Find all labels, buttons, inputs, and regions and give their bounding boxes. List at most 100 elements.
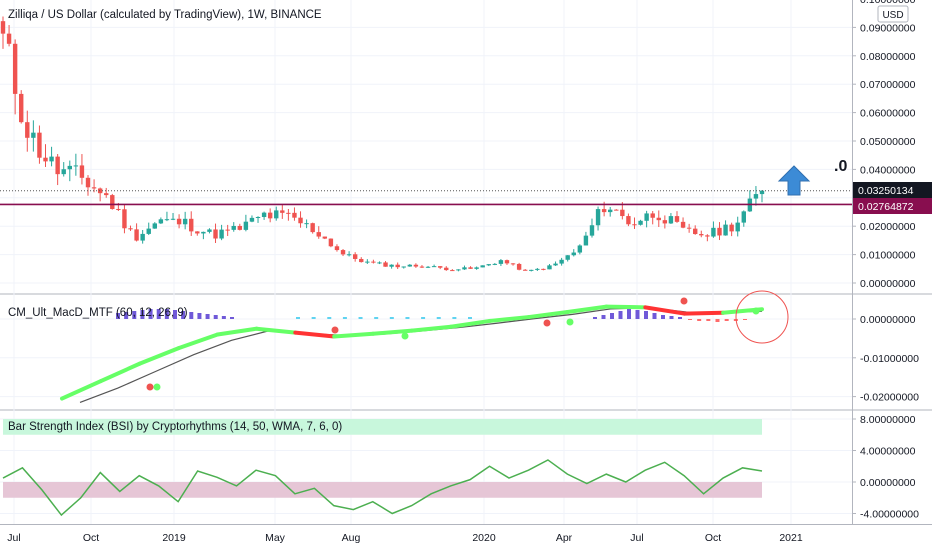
candle-body <box>498 260 504 264</box>
candle-body <box>365 261 370 263</box>
support-price-tag-label: 0.02764872 <box>858 201 914 213</box>
candle-body <box>729 224 734 232</box>
candle-body <box>322 236 328 239</box>
candle-body <box>122 209 127 229</box>
candle-body <box>267 212 273 219</box>
histogram-bar <box>358 317 363 319</box>
currency-button[interactable] <box>877 5 909 23</box>
cross-marker <box>153 383 161 391</box>
bsi-bands <box>3 419 762 498</box>
candle-body <box>219 229 224 239</box>
candle-body <box>207 229 212 232</box>
candle-body <box>176 218 182 225</box>
candle-body <box>31 132 36 138</box>
candle-body <box>711 227 716 237</box>
histogram-bar <box>618 311 623 319</box>
histogram-bar <box>389 317 394 319</box>
candle-body <box>231 225 236 230</box>
candle-body <box>128 228 133 230</box>
candle-body <box>699 234 704 236</box>
candle-body <box>225 229 230 231</box>
macd-line-segment <box>98 361 142 384</box>
bsi-price-axis[interactable]: 8.00000000 4.00000000 0.00000000 -4.0000000… <box>852 414 919 521</box>
time-tick-label: 2021 <box>779 532 803 544</box>
candle-body <box>91 187 97 189</box>
candle-body <box>492 263 498 265</box>
candle-body <box>249 217 255 222</box>
bsi-line <box>2 459 763 517</box>
candle-body <box>383 262 388 267</box>
histogram-bar <box>669 316 674 319</box>
candle-body <box>237 225 243 230</box>
candle-body <box>310 223 315 233</box>
candle-body <box>170 218 176 220</box>
candle-body <box>67 165 72 170</box>
candle-body <box>741 211 746 223</box>
macd-tick-label: -0.01000000 <box>860 353 919 365</box>
histogram-bar <box>374 317 379 319</box>
candle-body <box>541 268 546 270</box>
bsi-tick-label: 8.00000000 <box>860 414 916 426</box>
candle-body <box>686 227 692 229</box>
price-tick-label: 0.07000000 <box>860 79 916 91</box>
candle-body <box>19 93 24 123</box>
histogram-bar <box>644 311 648 319</box>
histogram-bar <box>230 317 234 319</box>
support-price-tag <box>853 198 932 214</box>
candle-body <box>705 235 710 237</box>
histogram-bar <box>405 317 410 319</box>
floating-text: .0 <box>834 158 847 175</box>
candle-body <box>407 264 413 267</box>
candle-body <box>529 269 534 271</box>
candle-body <box>456 269 461 271</box>
candle-body <box>110 195 115 209</box>
histogram-bar <box>327 317 332 319</box>
candle-body <box>723 224 728 236</box>
histogram-bar <box>116 313 120 319</box>
candle-body <box>553 263 558 266</box>
histogram-bar <box>688 319 692 320</box>
macd-line-segment <box>487 315 531 323</box>
candle-body <box>668 216 674 224</box>
candle-body <box>583 235 589 246</box>
bsi-band <box>3 419 762 435</box>
histogram-bar <box>652 313 657 319</box>
macd-price-axis[interactable]: 0.00000000 -0.01000000 -0.02000000 <box>852 314 919 404</box>
candle-body <box>146 228 151 234</box>
histogram-bar <box>468 317 472 319</box>
histogram-bar <box>311 317 316 319</box>
candle-body <box>182 218 188 225</box>
macd-line-segment <box>526 310 570 320</box>
histogram-bar <box>342 317 347 319</box>
macd-line-segment <box>410 324 453 333</box>
macd-line-segment <box>332 331 376 339</box>
time-axis[interactable]: Jul Oct 2019 May Aug 2020 Apr Jul Oct 2021 <box>7 532 803 544</box>
cross-marker <box>680 297 688 305</box>
histogram-bar <box>205 314 210 319</box>
candle-body <box>662 220 668 224</box>
candle-body <box>37 132 42 158</box>
main-pane[interactable] <box>0 0 852 293</box>
indicator-lines <box>2 297 764 517</box>
histogram-bar <box>601 315 606 319</box>
up-arrow-icon <box>777 165 811 196</box>
candle-body <box>425 266 431 268</box>
candle-body <box>614 209 619 211</box>
histogram-bar <box>706 319 711 321</box>
currency-button-label: USD <box>882 10 903 21</box>
histogram-bar <box>593 317 597 319</box>
candle-body <box>261 212 267 218</box>
cross-marker <box>401 332 409 340</box>
histogram-bar <box>296 317 300 319</box>
main-price-axis[interactable]: 0.10000000 0.09000000 0.08000000 0.07000000… <box>852 0 916 290</box>
candle-body <box>0 21 6 34</box>
candle-body <box>577 245 583 253</box>
histogram-bar <box>421 317 426 319</box>
candle-body <box>753 194 759 199</box>
candle-body <box>346 254 352 256</box>
candle-body <box>638 220 643 225</box>
time-tick-label: 2019 <box>162 532 186 544</box>
candle-body <box>334 246 340 251</box>
candle-body <box>504 260 510 264</box>
